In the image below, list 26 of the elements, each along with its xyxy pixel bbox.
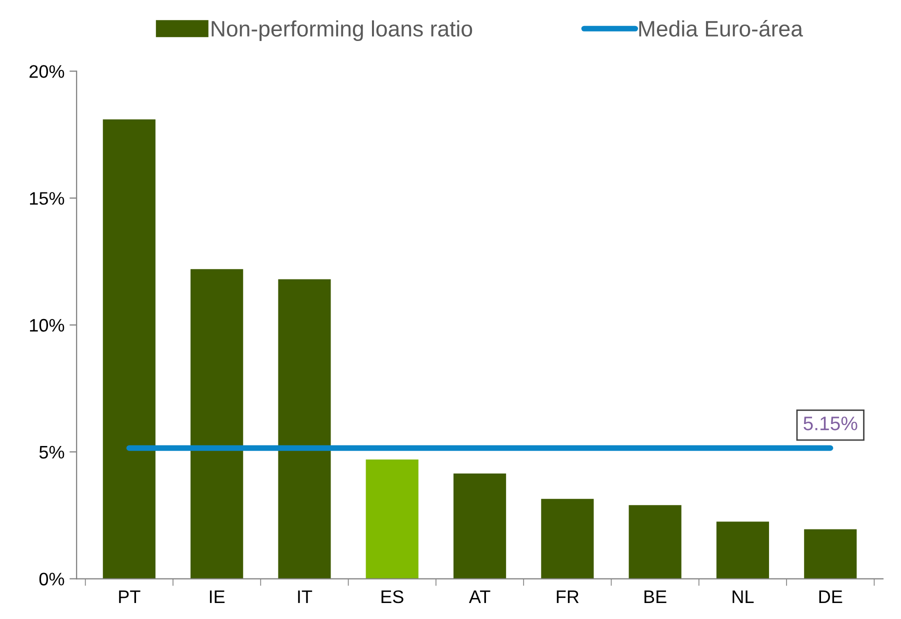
legend-label: Media Euro-área	[639, 20, 803, 37]
y-tick-label: 15%	[30, 192, 64, 205]
bar	[278, 279, 331, 579]
y-tick-label: 0%	[39, 572, 64, 586]
bar	[628, 505, 682, 579]
bar	[102, 119, 156, 579]
bar	[716, 522, 770, 579]
legend-label: Non-performing loans ratio	[212, 20, 472, 42]
y-tick-label: 20%	[30, 65, 64, 78]
x-tick-label: IT	[298, 590, 312, 603]
bar	[190, 269, 244, 579]
y-tick-label: 5%	[39, 446, 64, 459]
bar	[453, 473, 506, 579]
bar	[366, 459, 418, 579]
x-tick-label: PT	[119, 590, 140, 603]
x-tick-label: NL	[732, 590, 754, 603]
x-tick-label: AT	[468, 590, 490, 603]
bar	[541, 498, 594, 579]
x-tick-label: ES	[382, 590, 404, 604]
y-tick-label: 10%	[30, 318, 64, 332]
x-tick-label: FR	[556, 590, 579, 603]
x-tick-label: BE	[644, 590, 666, 603]
x-tick-label: IE	[210, 590, 225, 603]
x-tick-label: DE	[819, 590, 842, 603]
annotation: 5.15%	[804, 416, 858, 430]
bar	[804, 529, 857, 579]
